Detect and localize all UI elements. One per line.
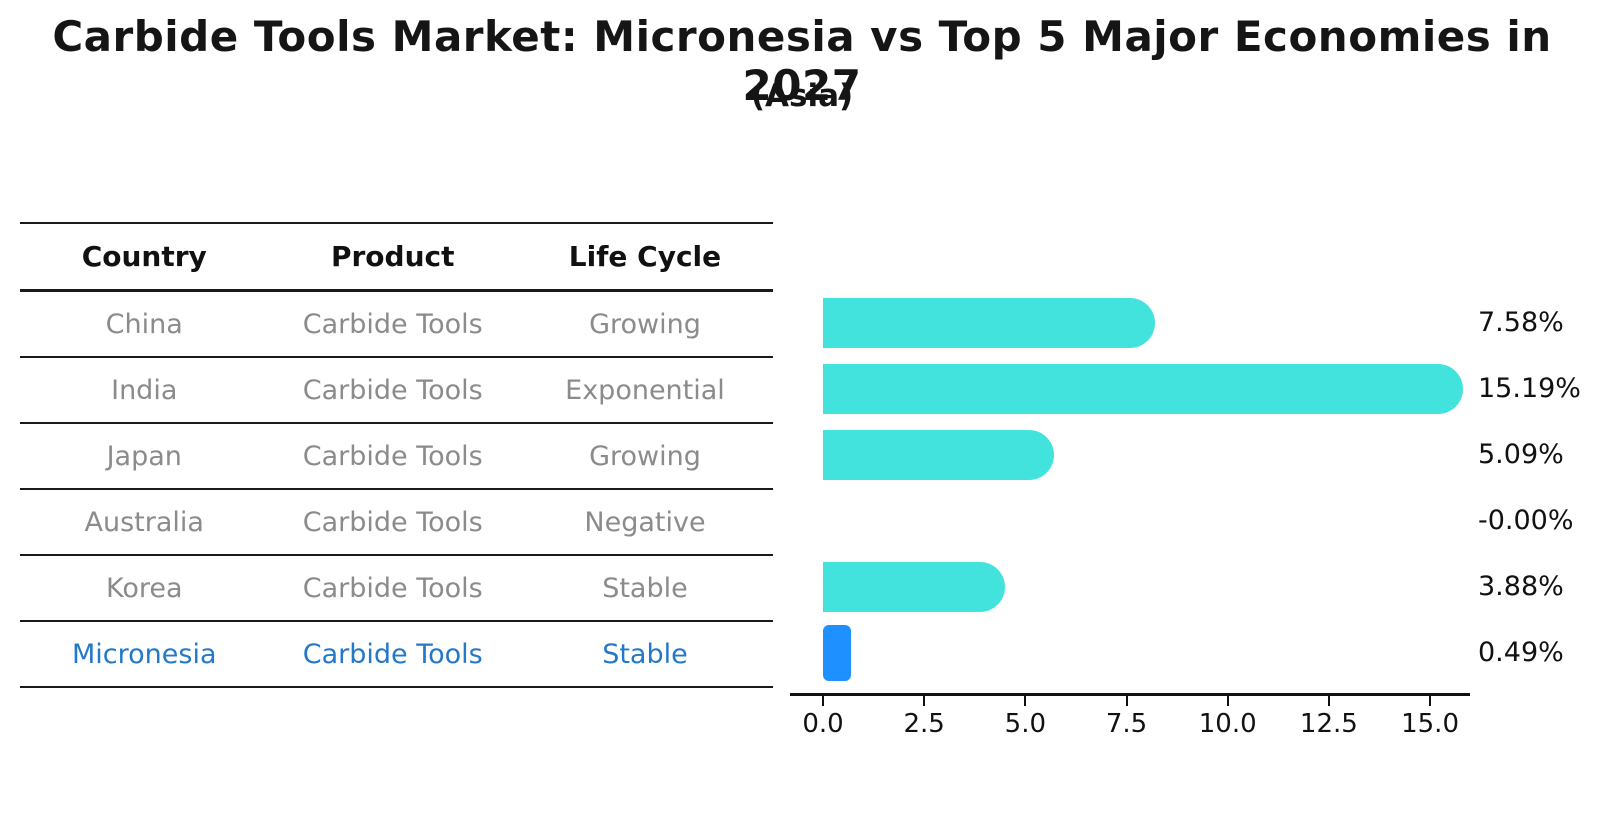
x-tick-label: 5.0 <box>1004 709 1047 739</box>
bar-korea <box>823 562 1005 612</box>
value-label-japan: 5.09% <box>1478 439 1564 470</box>
x-tick-mark <box>1024 696 1027 706</box>
bar-japan <box>823 430 1054 480</box>
x-tick-mark <box>923 696 926 706</box>
x-tick-label: 12.5 <box>1299 709 1358 739</box>
x-tick-mark <box>1226 696 1229 706</box>
cell-product: Carbide Tools <box>302 308 483 340</box>
summary-table: Country Product Life Cycle China Carbide… <box>20 222 773 688</box>
cell-life-cycle: Growing <box>589 308 701 340</box>
x-tick-label: 7.5 <box>1105 709 1148 739</box>
value-label-china: 7.58% <box>1478 307 1564 338</box>
cell-life-cycle: Negative <box>584 506 706 538</box>
cell-product: Carbide Tools <box>302 374 483 406</box>
x-tick-label: 10.0 <box>1198 709 1257 739</box>
x-axis-line <box>790 693 1470 696</box>
table-row-highlighted: Micronesia Carbide Tools Stable <box>20 622 773 688</box>
cell-country: India <box>111 374 178 406</box>
page-subtitle: (Asia) <box>750 78 854 114</box>
x-tick-mark <box>1327 696 1330 706</box>
x-tick-mark <box>1125 696 1128 706</box>
x-tick-label: 15.0 <box>1401 709 1459 739</box>
bar-india <box>823 364 1463 414</box>
x-tick-label: 0.0 <box>802 709 844 739</box>
cell-product: Carbide Tools <box>302 440 483 472</box>
table-header-row: Country Product Life Cycle <box>20 222 773 292</box>
cell-life-cycle: Growing <box>589 440 701 472</box>
x-tick-label: 2.5 <box>903 709 945 739</box>
cell-country: Micronesia <box>71 638 217 670</box>
cell-product: Carbide Tools <box>302 506 483 538</box>
value-label-korea: 3.88% <box>1478 571 1564 602</box>
table-row: Japan Carbide Tools Growing <box>20 424 773 490</box>
value-label-india: 15.19% <box>1478 373 1581 404</box>
cell-product: Carbide Tools <box>302 572 483 604</box>
header-cell-country: Country <box>81 240 207 273</box>
table-row: Australia Carbide Tools Negative <box>20 490 773 556</box>
cell-country: Korea <box>105 572 183 604</box>
cell-life-cycle: Stable <box>602 638 688 670</box>
cell-life-cycle: Exponential <box>565 374 725 406</box>
header-cell-product: Product <box>330 240 455 273</box>
value-label-australia: -0.00% <box>1478 505 1574 536</box>
cell-country: China <box>105 308 183 340</box>
table-row: China Carbide Tools Growing <box>20 292 773 358</box>
page-title: Carbide Tools Market: Micronesia vs Top … <box>52 12 1552 110</box>
cell-country: Australia <box>84 506 204 538</box>
table-row: Korea Carbide Tools Stable <box>20 556 773 622</box>
value-label-micronesia: 0.49% <box>1478 637 1564 668</box>
cell-life-cycle: Stable <box>602 572 688 604</box>
x-tick-mark <box>822 696 824 706</box>
cell-country: Japan <box>106 440 182 472</box>
table-row: India Carbide Tools Exponential <box>20 358 773 424</box>
bar-china <box>823 298 1155 348</box>
x-tick-mark <box>1429 696 1432 706</box>
bar-micronesia <box>823 625 851 681</box>
cell-product: Carbide Tools <box>302 638 483 670</box>
header-cell-life-cycle: Life Cycle <box>568 240 722 273</box>
